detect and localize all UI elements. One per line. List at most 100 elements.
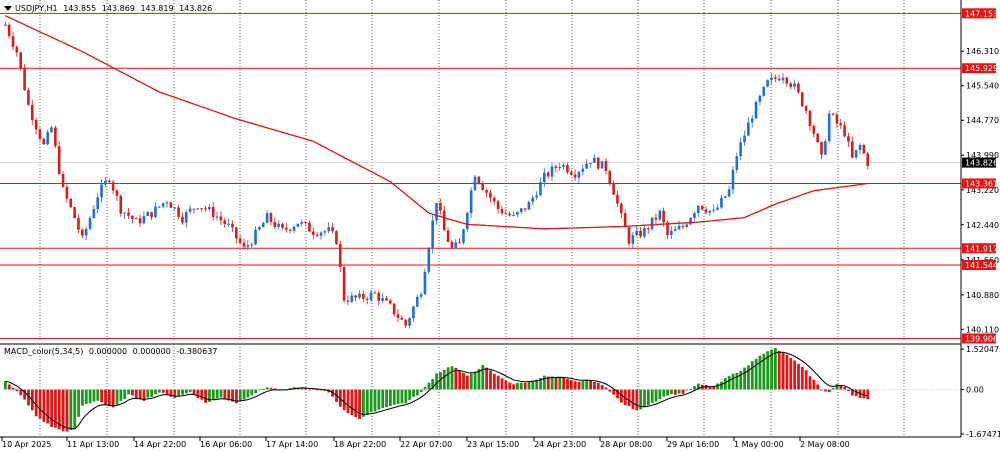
- macd-bar: [377, 389, 381, 410]
- candle-body: [527, 201, 531, 210]
- candle-body: [358, 293, 361, 298]
- macd-bar: [177, 389, 181, 397]
- macd-bar: [673, 389, 677, 395]
- candle-body: [273, 222, 277, 227]
- candle-body: [439, 202, 442, 211]
- macd-bar: [754, 358, 758, 390]
- macd-bar: [265, 387, 269, 390]
- candle-body: [362, 293, 365, 299]
- macd-bar: [627, 389, 631, 407]
- macd-bar: [681, 389, 685, 394]
- macd-bar: [716, 383, 720, 390]
- macd-bar: [134, 389, 138, 398]
- candle-body: [662, 210, 665, 223]
- macd-bar: [184, 389, 188, 394]
- macd-bar: [381, 389, 385, 409]
- candle-body: [238, 238, 242, 243]
- macd-bar: [19, 389, 23, 396]
- time-axis[interactable]: 10 Apr 2025 11 Apr 13:00 14 Apr 22:00 16 Ap…: [0, 436, 961, 449]
- macd-bar: [670, 389, 673, 394]
- candle-body: [258, 227, 261, 230]
- macd-bar: [662, 389, 666, 397]
- candle-body: [296, 223, 300, 227]
- candle-body: [173, 207, 176, 209]
- macd-bar: [581, 380, 585, 390]
- level-badge-bg: [962, 243, 996, 254]
- macd-bar: [866, 389, 870, 400]
- macd-signal-line: [5, 351, 868, 430]
- macd-bar: [273, 388, 277, 390]
- candle-body: [335, 231, 338, 245]
- candle-body: [743, 135, 746, 143]
- macd-bar: [308, 389, 311, 391]
- candle-body: [466, 213, 469, 230]
- candle-body: [566, 165, 569, 173]
- candle-body: [111, 181, 115, 191]
- candle-body: [84, 228, 88, 236]
- macd-bar: [200, 389, 204, 400]
- candle-body: [211, 206, 215, 217]
- candle-body: [847, 136, 850, 142]
- candle-body: [631, 235, 635, 244]
- level-badge-bg: [962, 8, 996, 19]
- candle-body: [800, 92, 804, 107]
- candle-body: [723, 196, 727, 198]
- candle-body: [839, 123, 843, 126]
- main-plot-area[interactable]: [0, 0, 961, 341]
- candle-body: [69, 198, 73, 208]
- time-tick-label: 24 Apr 23:00: [534, 440, 586, 449]
- candle-body: [119, 195, 123, 214]
- time-tick-label: 14 Apr 22:00: [134, 440, 186, 449]
- candle-body: [604, 161, 608, 171]
- candle-body: [824, 141, 827, 155]
- candle-body: [535, 195, 538, 198]
- macd-bar: [23, 389, 27, 400]
- macd-bar: [211, 389, 215, 401]
- candle-body: [250, 244, 253, 246]
- candle-body: [261, 222, 265, 228]
- macd-bar: [342, 389, 346, 411]
- time-tick-label: 16 Apr 06:00: [200, 440, 252, 449]
- candle-body: [820, 142, 823, 155]
- macd-bar: [96, 389, 100, 401]
- candle-body: [650, 217, 654, 230]
- candle-body: [658, 210, 662, 220]
- macd-bar: [150, 389, 154, 397]
- price-axis[interactable]: 146.310 145.540 144.770 143.990 143.220 142.4…: [960, 0, 1000, 439]
- collapse-triangle-icon[interactable]: [4, 6, 12, 11]
- candle-body: [704, 209, 708, 213]
- macd-bar: [851, 389, 854, 396]
- candle-body: [562, 165, 565, 168]
- macd-bar: [181, 389, 184, 395]
- macd-bar: [804, 370, 808, 390]
- candle-body: [477, 176, 481, 183]
- candle-body: [377, 292, 381, 301]
- macd-pane[interactable]: MACD_color(5,34,5) 0.000000 0.000000 -0.…: [0, 347, 961, 436]
- candle-body: [442, 210, 446, 231]
- candle-body: [596, 157, 600, 169]
- candle-body: [88, 218, 92, 229]
- candle-body: [30, 104, 34, 120]
- main-pane[interactable]: USDJPY,H1 143.855 143.869 143.819 143.82…: [0, 0, 961, 341]
- candle-body: [639, 230, 642, 237]
- macd-bar: [385, 389, 388, 408]
- macd-bar: [720, 381, 723, 390]
- macd-bar: [508, 382, 512, 390]
- candle-body: [292, 226, 296, 231]
- candle-body: [573, 174, 577, 178]
- candle-body: [246, 245, 250, 247]
- macd-bar: [527, 381, 531, 390]
- level-badge-label: 139.906: [965, 334, 998, 343]
- time-tick-label: 2 May 08:00: [800, 440, 850, 449]
- macd-bar: [697, 383, 700, 390]
- price-tick-label: 146.310: [966, 47, 999, 56]
- candle-body: [543, 172, 546, 182]
- candle-body: [92, 208, 96, 219]
- candle-body: [96, 197, 99, 209]
- macd-bar: [88, 389, 92, 404]
- macd-bar: [435, 373, 438, 390]
- horizontal-levels[interactable]: [0, 12, 961, 339]
- macd-bar: [107, 389, 111, 407]
- candle-body: [854, 150, 858, 158]
